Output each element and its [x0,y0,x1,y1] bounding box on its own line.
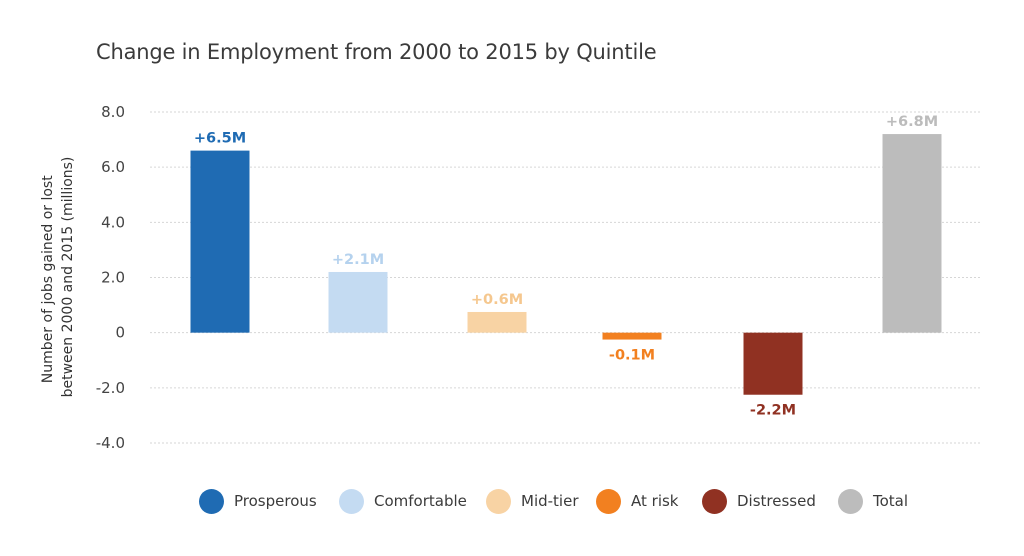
data-label: -2.2M [750,403,796,419]
legend-item: Comfortable [339,486,467,516]
legend-item: Mid-tier [486,486,579,516]
bar-at-risk [602,332,662,340]
y-tick-label: 8.0 [101,103,125,121]
legend-item: Total [838,486,908,516]
y-axis-label-line-2: between 2000 and 2015 (millions) [60,157,76,398]
legend-label: Comfortable [374,492,467,510]
legend-label: Distressed [737,492,816,510]
legend-label: Total [873,492,909,510]
bar-chart: 8.0 6.0 4.0 2.0 0 -2.0 -4.0 Number of jobs gai… [40,103,980,452]
y-tick-label: 6.0 [101,158,125,176]
bar-total [882,134,942,333]
bars [190,134,942,395]
data-label: +0.6M [471,292,523,308]
bar-comfortable [328,271,388,333]
legend-item: Prosperous [199,486,317,516]
data-label: +6.5M [194,131,246,147]
legend-item: Distressed [702,486,816,516]
legend: Prosperous Comfortable Mid-tier At risk Dist… [0,486,1024,516]
gridlines [150,111,980,444]
chart-title: Change in Employment from 2000 to 2015 b… [96,40,657,64]
legend-swatch [596,488,621,514]
y-tick-label: -4.0 [96,434,125,452]
legend-label: Prosperous [234,492,317,510]
y-tick-label: 0 [115,324,125,342]
y-tick-label: 4.0 [101,213,125,231]
y-axis-label-line-1: Number of jobs gained or lost [40,175,56,383]
y-tick-label: -2.0 [96,379,125,397]
bar-distressed [743,332,803,395]
bar-mid-tier [467,311,527,333]
data-label: -0.1M [609,348,655,364]
legend-label: Mid-tier [521,492,579,510]
bar-prosperous [190,150,250,333]
y-axis-label: Number of jobs gained or lost between 20… [40,157,76,398]
data-label: +2.1M [332,252,384,268]
legend-swatch [339,488,364,514]
data-label: +6.8M [886,114,938,130]
legend-swatch [702,488,727,514]
legend-item: At risk [596,486,678,516]
legend-swatch [199,488,224,514]
y-tick-label: 2.0 [101,269,125,287]
legend-swatch [838,488,863,514]
legend-swatch [486,488,511,514]
y-axis-ticks: 8.0 6.0 4.0 2.0 0 -2.0 -4.0 [96,103,125,452]
legend-label: At risk [631,492,679,510]
data-labels: +6.5M +2.1M +0.6M -0.1M -2.2M +6.8M [194,114,938,419]
